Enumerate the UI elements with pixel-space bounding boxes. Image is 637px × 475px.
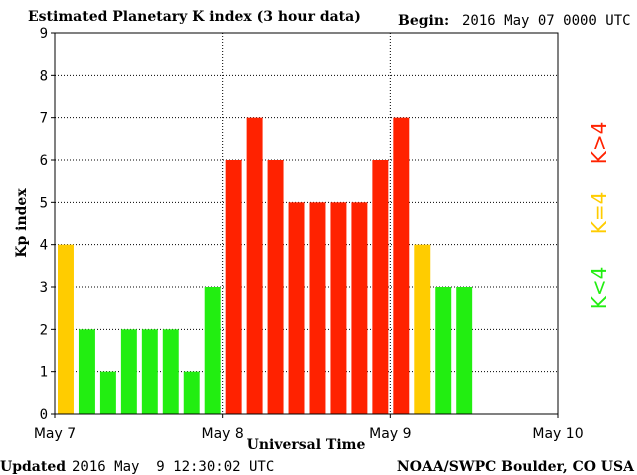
y-tick-label: 4 xyxy=(40,238,48,254)
chart-title: Estimated Planetary K index (3 hour data… xyxy=(28,9,361,25)
x-axis-title: Universal Time xyxy=(247,437,366,453)
grid-lines xyxy=(55,33,558,414)
kp-bar xyxy=(99,371,116,414)
kp-bar xyxy=(162,329,179,414)
legend-item-k-above-4: K>4 xyxy=(587,122,611,165)
kp-bar xyxy=(372,160,389,414)
y-tick-label: 6 xyxy=(40,153,48,169)
plot-frame xyxy=(54,32,559,415)
y-tick-label: 5 xyxy=(40,195,48,211)
kp-bar xyxy=(435,287,452,414)
y-tick-label: 2 xyxy=(40,322,48,338)
kp-bar xyxy=(78,329,95,414)
y-tick-label: 7 xyxy=(40,111,48,127)
begin-value: 2016 May 07 0000 UTC xyxy=(462,13,631,29)
legend-item-k-below-4: K<4 xyxy=(587,267,611,310)
kp-bar xyxy=(246,117,263,415)
kp-bar xyxy=(456,287,473,414)
x-tick-label: May 8 xyxy=(202,426,244,442)
updated-label: Updated xyxy=(0,459,66,475)
kp-bar xyxy=(58,244,74,414)
legend-item-k-equal-4: K=4 xyxy=(587,192,611,235)
y-axis-ticks: 0 1 2 3 4 5 6 7 8 9 xyxy=(40,26,55,423)
kp-bar xyxy=(414,244,431,414)
bars xyxy=(58,117,473,415)
x-tick-label: May 10 xyxy=(532,426,583,442)
x-tick-label: May 7 xyxy=(34,426,76,442)
x-tick-label: May 9 xyxy=(369,426,411,442)
y-tick-label: 0 xyxy=(40,407,48,423)
kp-bar xyxy=(204,287,221,414)
kp-bar xyxy=(267,160,284,414)
credit-text: NOAA/SWPC Boulder, CO USA xyxy=(397,459,635,475)
y-tick-label: 1 xyxy=(40,365,48,381)
y-tick-label: 9 xyxy=(40,26,48,42)
y-tick-label: 3 xyxy=(40,280,48,296)
kp-bar xyxy=(288,202,305,414)
kp-bar xyxy=(351,202,368,414)
kp-bar xyxy=(183,371,200,414)
y-axis-title: Kp index xyxy=(14,188,30,258)
legend: K>4 K=4 K<4 xyxy=(587,122,611,310)
kp-bar xyxy=(393,117,410,415)
updated-value: 2016 May 9 12:30:02 UTC xyxy=(72,459,274,475)
x-axis-ticks: May 7 May 8 May 9 May 10 xyxy=(34,414,584,442)
kp-bar xyxy=(120,329,137,414)
kp-bar xyxy=(225,160,242,414)
begin-label: Begin: xyxy=(398,13,449,29)
kp-bar xyxy=(309,202,326,414)
kp-bar xyxy=(141,329,158,414)
kp-bar xyxy=(330,202,347,414)
y-tick-label: 8 xyxy=(40,68,48,84)
